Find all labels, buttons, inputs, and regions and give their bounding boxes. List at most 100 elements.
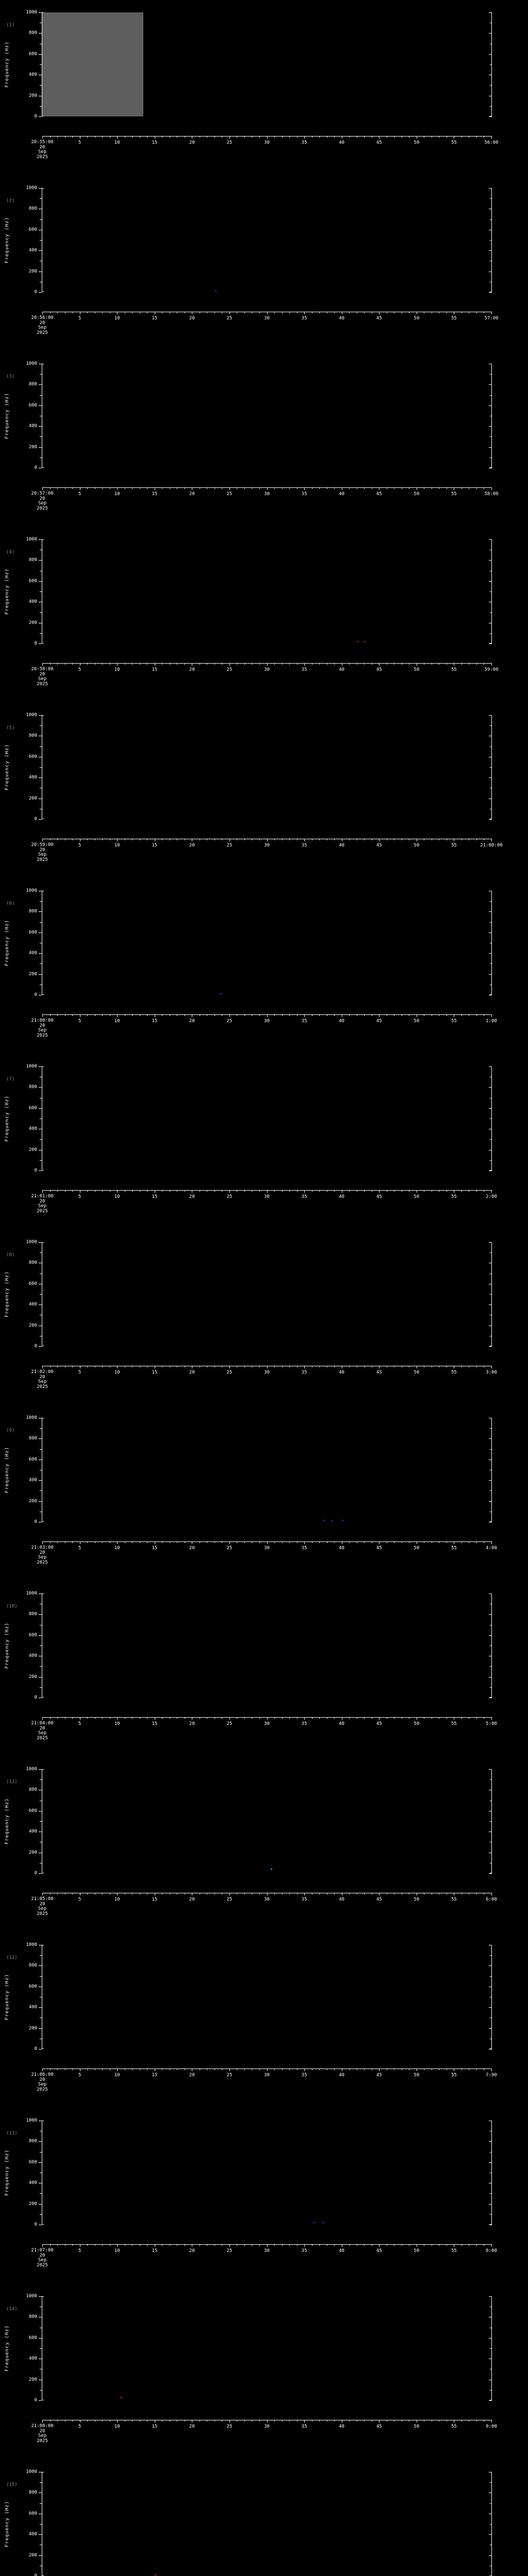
x-tick-minor (289, 1893, 290, 1894)
x-tick-major (304, 136, 305, 139)
x-tick-minor (461, 1541, 462, 1543)
x-tick-minor (259, 1717, 260, 1719)
x-tick-label: 45 (376, 2424, 382, 2429)
x-tick-label: 35 (301, 316, 307, 321)
y-tick-minor (40, 1666, 42, 1667)
x-tick-minor (274, 2069, 275, 2070)
x-axis-end-time-label: 6:00 (486, 1897, 497, 1902)
x-tick-minor (57, 663, 58, 665)
spectrogram-panel: 0 200 400 600 800 1000 Frequency (Hz) (13) 5 10 15… (0, 2108, 528, 2284)
panel-plot-area[interactable] (42, 1594, 491, 1698)
y-tick-label: 0 (34, 1344, 37, 1349)
y-tick-label: 400 (28, 1302, 37, 1308)
y-tick-minor (40, 457, 42, 458)
y-tick-major-right (489, 715, 492, 716)
x-tick-major (379, 136, 380, 139)
x-tick-minor (461, 2069, 462, 2070)
y-tick-major-right (489, 560, 492, 561)
panel-plot-area[interactable] (42, 2472, 491, 2576)
detection-marker (322, 2222, 324, 2224)
x-tick-minor (259, 136, 260, 138)
x-tick-label: 10 (114, 316, 120, 321)
panel-plot-area[interactable] (42, 715, 491, 819)
y-tick-label: 0 (34, 2222, 37, 2227)
spectrogram-panel: 0 200 400 600 800 1000 Frequency (Hz) (3) 5 10 15 2… (0, 351, 528, 527)
y-tick-label: 1000 (26, 2469, 37, 2475)
y-tick-label: 0 (34, 2573, 37, 2576)
y-tick-minor (40, 922, 42, 923)
x-tick-label: 25 (226, 492, 233, 497)
x-tick-minor (132, 663, 133, 665)
x-tick-label: 55 (451, 1370, 457, 1375)
x-tick-minor (259, 663, 260, 665)
x-tick-minor (87, 663, 88, 665)
panel-plot-area[interactable] (42, 1418, 491, 1522)
y-tick-major-right (489, 12, 492, 13)
panel-plot-area[interactable] (42, 1769, 491, 1873)
x-tick-label: 20 (189, 1721, 195, 1726)
x-tick-minor (461, 1717, 462, 1719)
x-tick-major (229, 2069, 230, 2071)
x-tick-minor (214, 663, 215, 665)
x-tick-label: 40 (339, 2248, 345, 2253)
panel-plot-area[interactable] (42, 891, 491, 995)
panel-plot-area[interactable] (42, 1242, 491, 1346)
x-tick-minor (259, 1541, 260, 1543)
x-tick-minor (289, 839, 290, 840)
detection-marker (364, 641, 366, 642)
y-tick-minor-right (490, 633, 492, 634)
x-tick-major (379, 2069, 380, 2071)
x-tick-minor (72, 1014, 73, 1016)
x-tick-minor (296, 487, 298, 489)
panel-plot-area[interactable] (42, 188, 491, 292)
x-tick-minor (282, 1717, 283, 1719)
x-tick-minor (102, 2069, 103, 2070)
x-tick-label: 50 (414, 1370, 420, 1375)
x-tick-minor (102, 1014, 103, 1016)
y-tick-major (39, 715, 42, 716)
x-axis-start-datetime-label: 20:55:00 20 Sep 2025 (31, 140, 54, 160)
x-tick-minor (72, 839, 73, 840)
panel-plot-area[interactable] (42, 1945, 491, 2049)
x-tick-label: 15 (152, 140, 158, 145)
panel-number-label: (14) (6, 2307, 18, 2312)
panel-plot-area[interactable] (42, 539, 491, 643)
x-tick-minor (259, 1014, 260, 1016)
panel-plot-area[interactable] (42, 12, 491, 116)
y-tick-major (39, 539, 42, 540)
y-tick-label: 0 (34, 1168, 37, 1173)
x-tick-major (117, 136, 118, 139)
y-tick-major-right (489, 116, 492, 117)
x-tick-label: 50 (414, 1019, 420, 1024)
y-tick-minor (40, 1139, 42, 1140)
x-tick-label: 5 (78, 1721, 81, 1726)
x-tick-major (229, 1893, 230, 1895)
panel-plot-area[interactable] (42, 2121, 491, 2225)
y-tick-minor-right (490, 901, 492, 902)
y-tick-label: 1000 (26, 1591, 37, 1596)
x-tick-label: 35 (301, 492, 307, 497)
x-tick-minor (296, 1190, 298, 1192)
x-tick-label: 15 (152, 1194, 158, 1199)
x-tick-minor (364, 2244, 365, 2246)
panel-plot-area[interactable] (42, 2296, 491, 2400)
y-tick-major-right (489, 2296, 492, 2297)
y-tick-minor-right (490, 1490, 492, 1492)
x-tick-minor (87, 1190, 88, 1192)
y-tick-major (39, 2534, 42, 2535)
x-tick-minor (72, 136, 73, 138)
x-tick-label: 35 (301, 2073, 307, 2078)
x-tick-label: 30 (264, 316, 270, 321)
x-tick-minor (461, 839, 462, 840)
panel-plot-area[interactable] (42, 364, 491, 468)
y-tick-label: 400 (28, 951, 37, 956)
y-axis-title: Frequency (Hz) (5, 2149, 10, 2196)
panel-plot-area[interactable] (42, 1066, 491, 1171)
x-tick-minor (334, 2069, 335, 2070)
x-tick-major (117, 1014, 118, 1017)
y-tick-label: 600 (28, 929, 37, 935)
x-tick-minor (319, 839, 320, 840)
x-tick-label: 35 (301, 1019, 307, 1024)
y-tick-major (39, 405, 42, 406)
x-tick-minor (87, 1366, 88, 1367)
